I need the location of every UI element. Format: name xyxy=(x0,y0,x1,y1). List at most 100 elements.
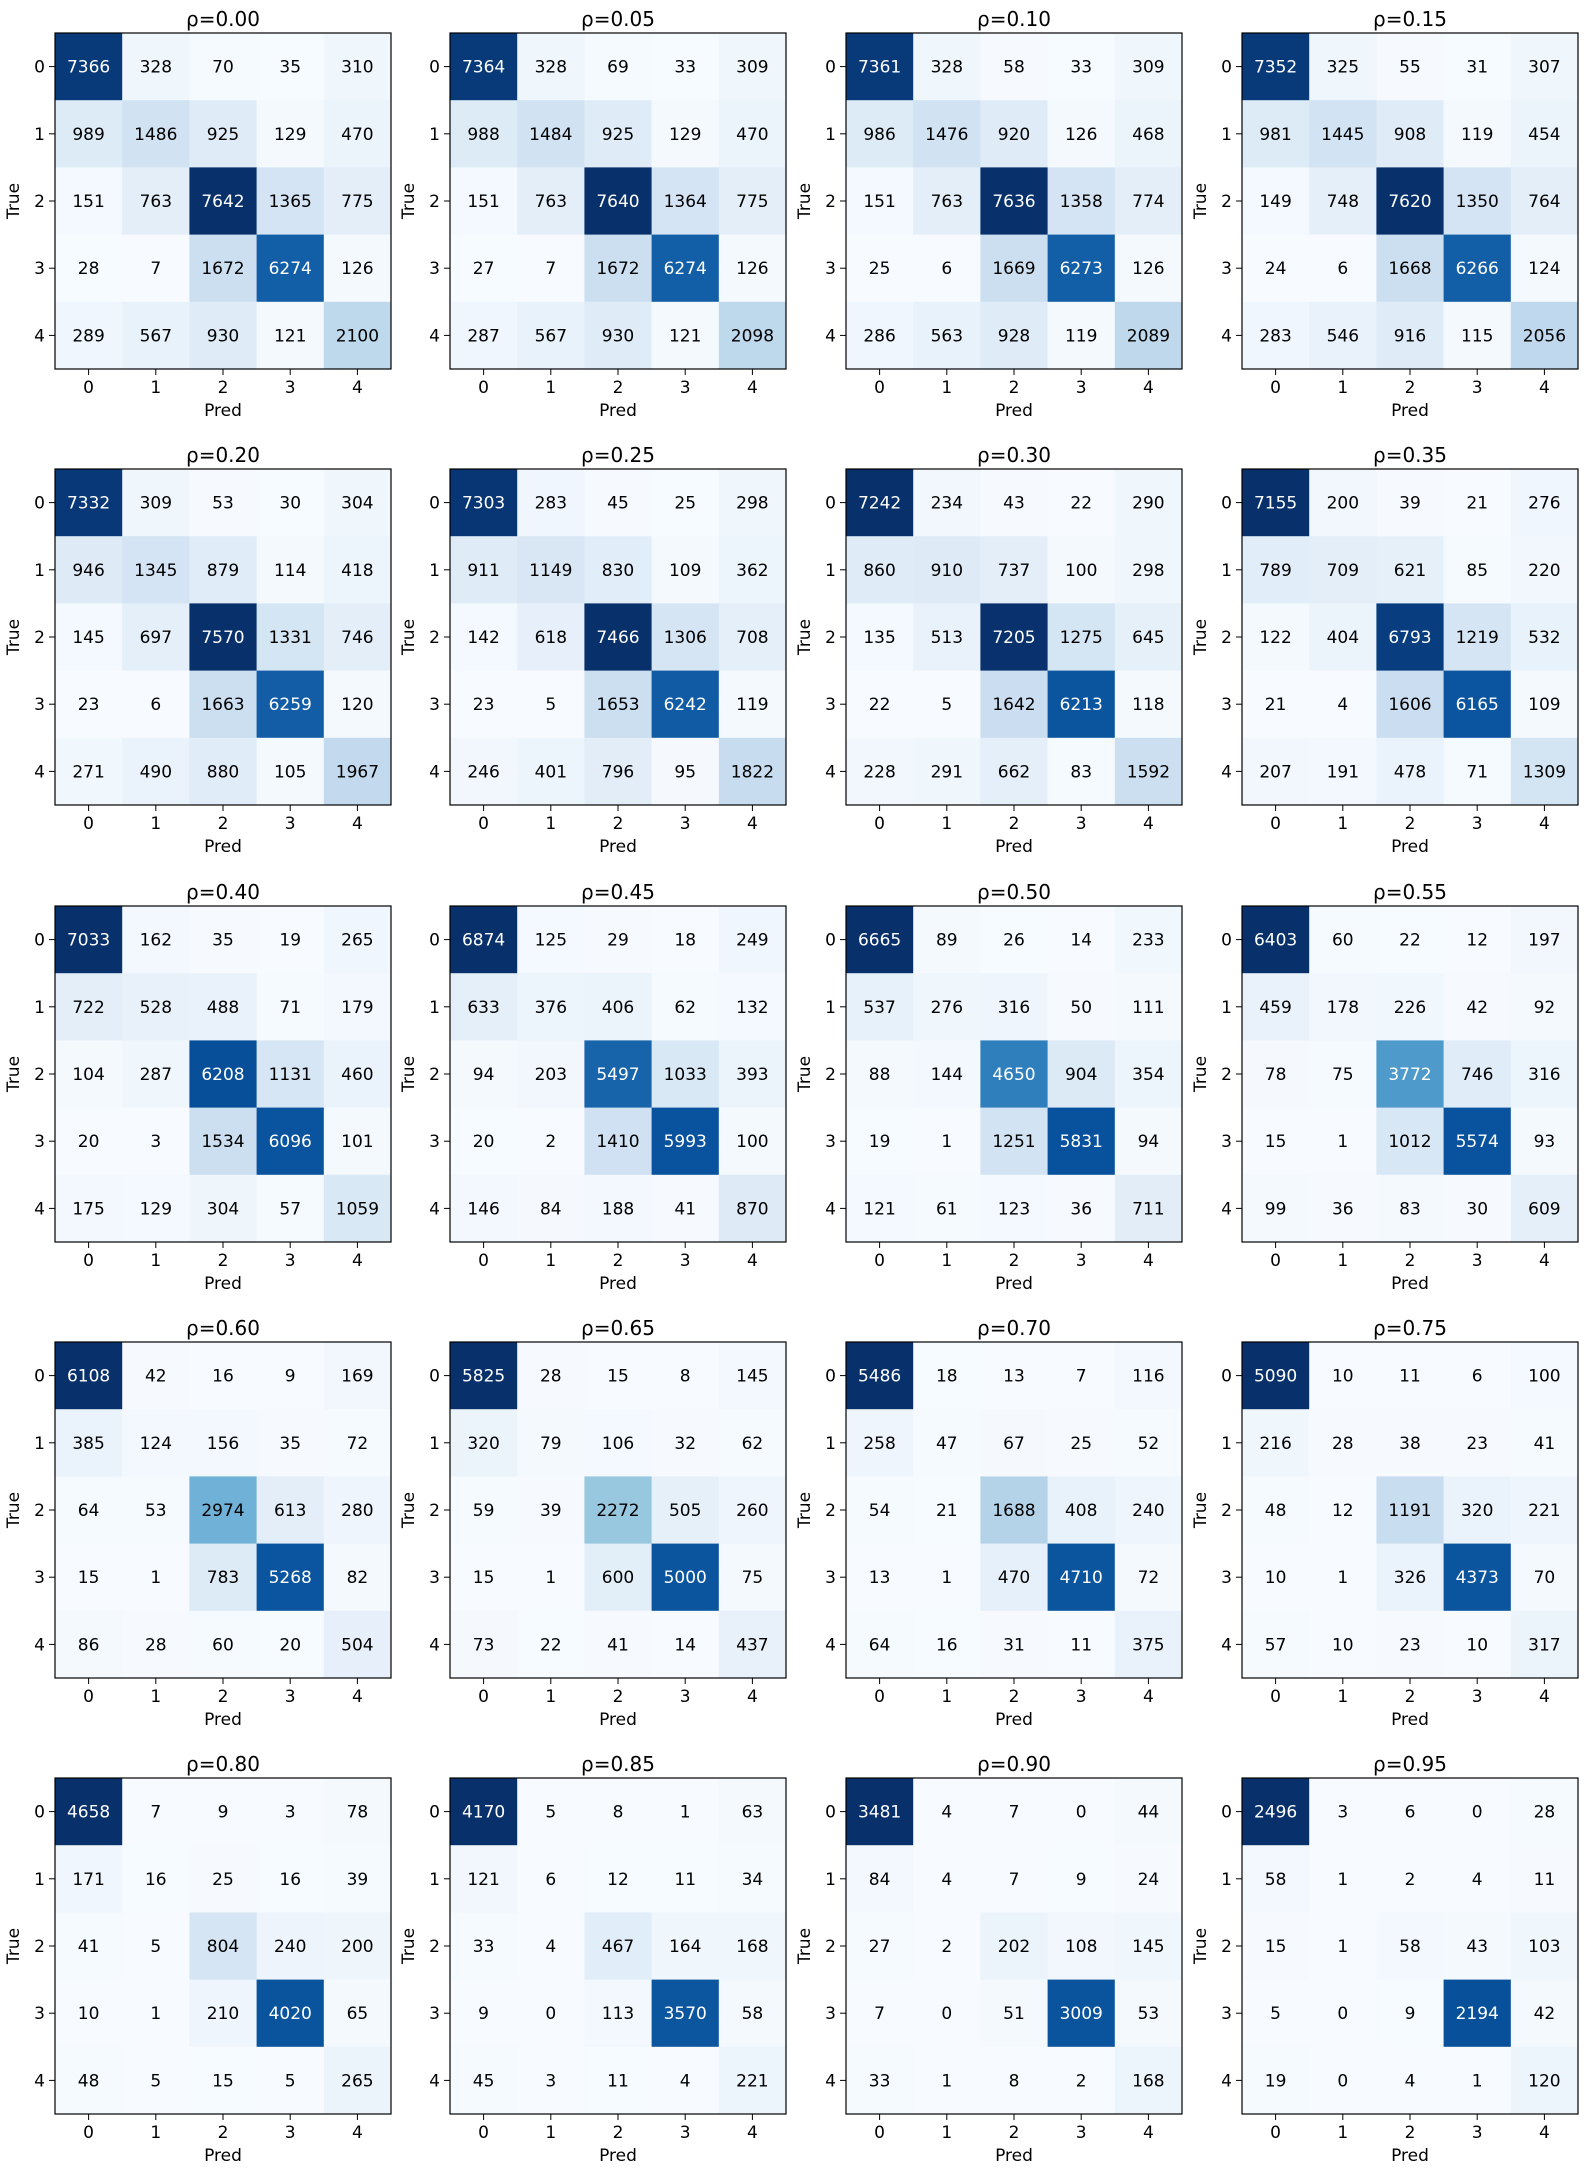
heatmap-cell xyxy=(1047,234,1116,303)
cell-value-label: 22 xyxy=(1399,931,1421,951)
cell-value-label: 12 xyxy=(1332,1501,1354,1521)
heatmap-cell xyxy=(718,1107,787,1176)
heatmap-cell xyxy=(450,100,518,168)
cell-value-label: 42 xyxy=(1466,998,1488,1018)
cell-value-label: 3009 xyxy=(1060,2004,1103,2024)
cell-value-label: 11 xyxy=(674,1870,696,1890)
heatmap-cell xyxy=(584,1409,653,1477)
heatmap-cell xyxy=(846,670,914,739)
cell-value-label: 15 xyxy=(607,1367,629,1387)
x-tick-label: 1 xyxy=(545,1251,556,1271)
heatmap-cell xyxy=(1047,1040,1116,1109)
heatmap-cell xyxy=(846,603,914,672)
cell-value-label: 43 xyxy=(1466,1937,1488,1957)
cell-value-label: 4658 xyxy=(67,1803,110,1823)
heatmap-cell xyxy=(256,1040,325,1109)
heatmap-cell xyxy=(1510,1342,1579,1410)
cell-value-label: 27 xyxy=(473,259,495,279)
cell-value-label: 115 xyxy=(1461,326,1493,346)
heatmap-cell xyxy=(189,1174,258,1243)
cell-value-label: 505 xyxy=(669,1501,701,1521)
heatmap-cell xyxy=(1376,1979,1445,2048)
cell-value-label: 393 xyxy=(736,1065,768,1085)
heatmap-cell xyxy=(980,33,1049,101)
heatmap-cell xyxy=(913,1107,981,1176)
cell-value-label: 83 xyxy=(1070,762,1092,782)
cell-value-label: 246 xyxy=(467,762,499,782)
heatmap-cell xyxy=(1376,973,1445,1041)
heatmap-cell xyxy=(718,1979,787,2048)
heatmap-cell xyxy=(122,1476,190,1545)
heatmap-cell xyxy=(517,33,585,101)
cell-value-label: 23 xyxy=(473,695,495,715)
cell-value-label: 15 xyxy=(212,2071,234,2091)
cell-value-label: 221 xyxy=(1528,1501,1560,1521)
chart-title: ρ=0.90 xyxy=(977,1752,1051,1776)
cell-value-label: 711 xyxy=(1132,1199,1164,1219)
cell-value-label: 65 xyxy=(347,2004,369,2024)
cell-value-label: 38 xyxy=(1399,1434,1421,1454)
cell-value-label: 94 xyxy=(473,1065,495,1085)
cell-value-label: 910 xyxy=(931,561,963,581)
x-axis-label: Pred xyxy=(995,1274,1033,1294)
x-tick-label: 4 xyxy=(1539,1251,1550,1271)
cell-value-label: 1534 xyxy=(201,1132,244,1152)
cell-value-label: 6208 xyxy=(201,1065,244,1085)
y-tick-label: 2 xyxy=(429,628,440,648)
cell-value-label: 71 xyxy=(1466,762,1488,782)
cell-value-label: 33 xyxy=(674,58,696,78)
heatmap-cell xyxy=(1309,973,1377,1041)
cell-value-label: 220 xyxy=(1528,561,1560,581)
heatmap-cell xyxy=(323,737,392,806)
x-tick-label: 4 xyxy=(1143,814,1154,834)
cell-value-label: 763 xyxy=(140,192,172,212)
cell-value-label: 11 xyxy=(1534,1870,1556,1890)
heatmap-cell xyxy=(1114,603,1183,672)
x-tick-label: 2 xyxy=(1405,1687,1416,1707)
cell-value-label: 1484 xyxy=(529,125,572,145)
heatmap-cell xyxy=(1114,1174,1183,1243)
heatmap-cell xyxy=(1443,1845,1512,1913)
cell-value-label: 930 xyxy=(207,326,239,346)
cell-value-label: 2 xyxy=(941,1937,952,1957)
cell-value-label: 2496 xyxy=(1254,1803,1297,1823)
cell-value-label: 6874 xyxy=(462,931,505,951)
cell-value-label: 1 xyxy=(941,1132,952,1152)
cell-value-label: 69 xyxy=(607,58,629,78)
cell-value-label: 437 xyxy=(736,1635,768,1655)
heatmap-cell xyxy=(323,973,392,1041)
heatmap-cell xyxy=(651,973,720,1041)
cell-value-label: 226 xyxy=(1394,998,1426,1018)
heatmap-cell xyxy=(980,1476,1049,1545)
cell-value-label: 7620 xyxy=(1388,192,1431,212)
heatmap-cell xyxy=(1309,737,1377,806)
heatmap-cell xyxy=(256,2046,325,2115)
x-tick-label: 3 xyxy=(680,1251,691,1271)
heatmap-cell xyxy=(846,1174,914,1243)
cell-value-label: 1 xyxy=(1337,1870,1348,1890)
heatmap-cell xyxy=(1376,33,1445,101)
heatmap-cell xyxy=(1443,1543,1512,1612)
cell-value-label: 5486 xyxy=(858,1367,901,1387)
heatmap-cell xyxy=(584,1912,653,1981)
x-tick-label: 0 xyxy=(478,1251,489,1271)
heatmap-cell xyxy=(1510,1610,1579,1679)
heatmap-cell xyxy=(1114,469,1183,537)
cell-value-label: 298 xyxy=(736,494,768,514)
cell-value-label: 1309 xyxy=(1523,762,1566,782)
chart-title: ρ=0.85 xyxy=(581,1752,655,1776)
cell-value-label: 1822 xyxy=(731,762,774,782)
y-tick-label: 4 xyxy=(1221,762,1232,782)
cell-value-label: 5574 xyxy=(1456,1132,1499,1152)
cell-value-label: 175 xyxy=(72,1199,104,1219)
heatmap-cell xyxy=(189,1543,258,1612)
cell-value-label: 1275 xyxy=(1060,628,1103,648)
cell-value-label: 43 xyxy=(1003,494,1025,514)
cell-value-label: 105 xyxy=(274,762,306,782)
cell-value-label: 39 xyxy=(1399,494,1421,514)
heatmap-cell xyxy=(1309,536,1377,604)
chart-title: ρ=0.95 xyxy=(1373,1752,1447,1776)
cell-value-label: 200 xyxy=(1327,494,1359,514)
cell-value-label: 0 xyxy=(941,2004,952,2024)
